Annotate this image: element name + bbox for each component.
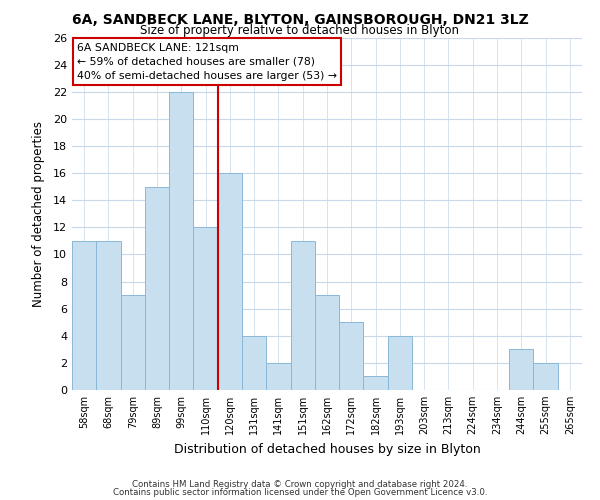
Bar bbox=[169, 92, 193, 390]
Text: 6A SANDBECK LANE: 121sqm
← 59% of detached houses are smaller (78)
40% of semi-d: 6A SANDBECK LANE: 121sqm ← 59% of detach… bbox=[77, 43, 337, 81]
Y-axis label: Number of detached properties: Number of detached properties bbox=[32, 120, 44, 306]
Bar bbox=[533, 363, 558, 390]
Bar bbox=[266, 363, 290, 390]
Bar bbox=[315, 295, 339, 390]
Bar bbox=[72, 241, 96, 390]
X-axis label: Distribution of detached houses by size in Blyton: Distribution of detached houses by size … bbox=[173, 442, 481, 456]
Bar bbox=[290, 241, 315, 390]
Bar bbox=[218, 173, 242, 390]
Text: Size of property relative to detached houses in Blyton: Size of property relative to detached ho… bbox=[140, 24, 460, 37]
Text: Contains public sector information licensed under the Open Government Licence v3: Contains public sector information licen… bbox=[113, 488, 487, 497]
Bar bbox=[388, 336, 412, 390]
Bar bbox=[242, 336, 266, 390]
Text: 6A, SANDBECK LANE, BLYTON, GAINSBOROUGH, DN21 3LZ: 6A, SANDBECK LANE, BLYTON, GAINSBOROUGH,… bbox=[71, 12, 529, 26]
Bar bbox=[364, 376, 388, 390]
Text: Contains HM Land Registry data © Crown copyright and database right 2024.: Contains HM Land Registry data © Crown c… bbox=[132, 480, 468, 489]
Bar bbox=[145, 186, 169, 390]
Bar bbox=[121, 295, 145, 390]
Bar bbox=[193, 228, 218, 390]
Bar bbox=[96, 241, 121, 390]
Bar bbox=[339, 322, 364, 390]
Bar bbox=[509, 350, 533, 390]
